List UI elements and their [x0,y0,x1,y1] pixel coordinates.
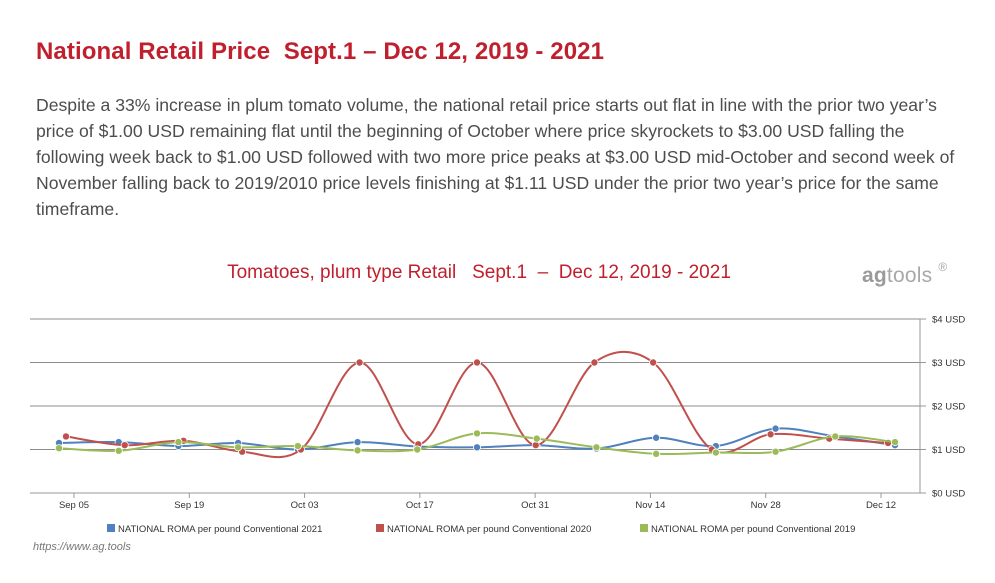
series-line [65,350,889,459]
data-point [114,446,123,455]
data-point [711,448,720,457]
x-tick-label: Oct 31 [521,500,549,511]
data-point [652,433,661,442]
x-tick-label: Oct 03 [291,500,319,511]
data-point [652,449,661,458]
registered-mark: ® [938,260,948,274]
logo-bold-text: ag [862,264,887,287]
data-point [355,358,364,367]
x-tick-label: Sep 19 [174,500,204,511]
legend-swatch [376,524,384,532]
legend: NATIONAL ROMA per pound Conventional 202… [107,524,855,535]
series-lines [55,350,900,459]
source-url: https://www.ag.tools [33,541,131,553]
grid-lines [30,318,920,494]
data-point [234,443,243,452]
y-tick-label: $0 USD [932,489,965,500]
x-tick-label: Nov 14 [635,500,665,511]
axes: $0 USD $1 USD $2 USD $3 USD $4 USD Sep 05 Sep … [59,315,965,512]
data-point [771,424,780,433]
description-text: Despite a 33% increase in plum tomato vo… [36,95,955,219]
legend-item: NATIONAL ROMA per pound Conventional 202… [376,524,591,535]
x-tick-label: Dec 12 [866,500,896,511]
y-tick-label: $4 USD [932,315,965,326]
data-point [771,447,780,456]
x-tick-label: Nov 28 [751,500,781,511]
data-point [55,444,64,453]
data-point [592,443,601,452]
data-point [891,438,900,447]
data-point [353,446,362,455]
data-point [62,432,71,441]
legend-label: NATIONAL ROMA per pound Conventional 201… [651,524,855,535]
legend-label: NATIONAL ROMA per pound Conventional 202… [387,524,591,535]
data-point [472,443,481,452]
data-point [590,358,599,367]
chart-title: Tomatoes, plum type Retail Sept.1 – Dec … [227,262,731,283]
x-tick-label: Oct 17 [406,500,434,511]
data-point [120,441,129,450]
legend-swatch [640,524,648,532]
page-title: National Retail Price Sept.1 – Dec 12, 2… [36,38,605,65]
y-tick-label: $1 USD [932,445,965,456]
data-point [472,429,481,438]
legend-swatch [107,524,115,532]
logo-light-text: tools [886,264,933,287]
legend-item: NATIONAL ROMA per pound Conventional 201… [640,524,855,535]
x-tick-label: Sep 05 [59,500,89,511]
legend-item: NATIONAL ROMA per pound Conventional 202… [107,524,322,535]
series-3 [55,429,900,458]
legend-label: NATIONAL ROMA per pound Conventional 202… [118,524,322,535]
data-point [649,358,658,367]
data-point [831,432,840,441]
agtools-logo: agtools ® [862,260,948,288]
data-point [293,442,302,451]
data-point [472,358,481,367]
data-point [174,438,183,447]
data-point [413,445,422,454]
y-tick-label: $2 USD [932,402,965,413]
y-tick-label: $3 USD [932,358,965,369]
data-point [353,438,362,447]
data-point [766,430,775,439]
data-point [532,434,541,443]
line-chart: $0 USD $1 USD $2 USD $3 USD $4 USD Sep 05 Sep … [30,315,965,535]
data-point [531,441,540,450]
